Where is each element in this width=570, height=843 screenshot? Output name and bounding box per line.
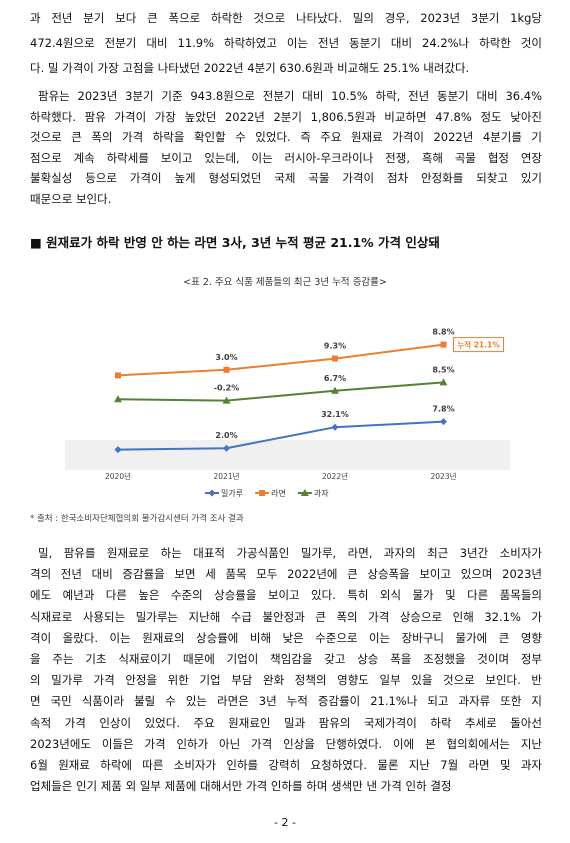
page-number: - 2 - (274, 816, 296, 829)
point (331, 423, 339, 431)
x-tick-label: 2020년 (105, 471, 131, 481)
text-line: 때문으로 보인다. (30, 191, 112, 206)
text-line: 면 국민 식품이라 불릴 수 있는 라면은 3년 누적 증감률이 21.1%나 … (30, 694, 542, 709)
chart-title: <표 2. 주요 식품 제품들의 최근 3년 누적 증감률> (183, 277, 387, 288)
chart: 2020년 2021년 2022년 2023년 2.0% 32.1% 7.8% 3.0% 9.3… (65, 300, 510, 498)
data-label: 8.8% (432, 328, 454, 337)
point (332, 355, 338, 362)
text-line: 다. 밀 가격이 가장 고점을 나타냈던 2022년 4분기 630.6원과 비… (30, 61, 470, 75)
text-line: 472.4원으로 전분기 대비 11.9% 하락하였고 이는 전년 동분기 대비… (30, 36, 542, 50)
text-line: 을 주는 기초 식재료이기 때문에 기업이 책임감을 갖고 상승 폭을 조정했을… (30, 652, 542, 666)
data-label: 6.7% (324, 374, 346, 383)
data-label: 3.0% (215, 353, 237, 362)
text-line: 점으로 계속 하락세를 보이고 있는데, 이는 러시아-우크라이나 전쟁, 흑해… (30, 150, 542, 165)
series-line (117, 343, 444, 377)
point (440, 418, 447, 426)
data-label: 32.1% (321, 410, 349, 419)
annotation: 누적 21.1% (457, 340, 500, 350)
text-line: 식재료로 사용되는 밀가루는 지난해 수급 불안정과 큰 폭의 가격 상승으로 … (30, 609, 542, 624)
point (331, 386, 339, 394)
data-label: 8.5% (432, 365, 454, 374)
point (114, 446, 122, 454)
legend-label: 밀가루 (221, 489, 243, 498)
text-line: 업체들은 인기 제품 외 일부 제품에 대해서만 가격 인하를 하며 생색만 낸… (30, 779, 452, 794)
series-line (117, 381, 444, 402)
text-line: 6월 원재료 하락에 따른 소비자가 인하를 강력히 요청하였다. 물론 지난 … (30, 758, 542, 772)
legend-label: 과자 (314, 489, 329, 498)
point (208, 489, 216, 497)
x-tick-label: 2022년 (322, 471, 348, 481)
text-line: 격이 올랐다. 이는 원재료의 상승률에 비해 낮은 수준으로 이는 장바구니 … (30, 630, 542, 645)
text-line: 불확실성 등으로 가격이 높게 형성되었던 국제 곡물 가격이 점차 안정화를 … (30, 171, 542, 185)
point (114, 395, 122, 403)
axis-band (65, 440, 510, 470)
text-line: 과 전년 분기 보다 큰 폭으로 하락한 것으로 나타났다. 밀의 경우, 20… (30, 11, 542, 25)
point (223, 444, 230, 452)
point (115, 372, 121, 379)
point (222, 396, 231, 404)
text-line: 밀, 팜유를 원재료로 하는 대표적 가공식품인 밀가루, 라면, 과자의 최근… (38, 546, 542, 560)
text-line: 속적 가격 인상이 있었다. 주요 원재료인 밀과 팜유의 국제가격이 하락 추… (30, 715, 542, 730)
text-line: 의 밀가루 가격 안정을 위한 기업 부담 완화 정책의 영향도 일부 있을 것… (30, 673, 542, 688)
x-tick-label: 2023년 (431, 471, 457, 481)
point (223, 366, 230, 373)
text-line: 하락했다. 팜유 가격이 가장 높았던 2022년 2분기 1,806.5원과 … (30, 109, 542, 124)
data-label: 9.3% (324, 342, 346, 351)
section-heading: ■ 원재료가 하락 반영 안 하는 라면 3사, 3년 누적 평균 21.1% … (30, 235, 440, 250)
x-tick-label: 2021년 (214, 471, 240, 481)
data-label: 2.0% (215, 431, 237, 440)
point (440, 341, 447, 348)
legend-label: 라면 (271, 488, 286, 498)
data-label: 7.8% (432, 405, 454, 414)
annotation-box (453, 337, 504, 353)
text-line: 것으로 큰 폭의 가격 하락을 확인할 수 있었다. 즉 주요 원재료 가격이 … (30, 130, 542, 144)
point (300, 489, 309, 496)
text-line: 팜유는 2023년 3분기 기준 943.8원으로 전분기 대비 10.5% 하… (38, 89, 542, 103)
text-line: 2023년에도 이들은 가격 인하가 아닌 가격 인상을 단행하였다. 이에 본… (30, 736, 542, 751)
series-line (117, 420, 444, 451)
point (439, 378, 448, 386)
point (259, 490, 266, 496)
data-label: -0.2% (214, 384, 240, 393)
text-line: 격의 전년 대비 증감률을 보면 세 품목 모두 2022년에 큰 상승폭을 보… (30, 567, 542, 582)
source-note: * 출처 : 한국소비자단체협의회 물가감시센터 가격 조사 결과 (30, 514, 244, 524)
text-line: 에도 예년과 다른 높은 수준의 상승률을 보이고 있다. 특히 외식 물가 및… (30, 588, 542, 603)
